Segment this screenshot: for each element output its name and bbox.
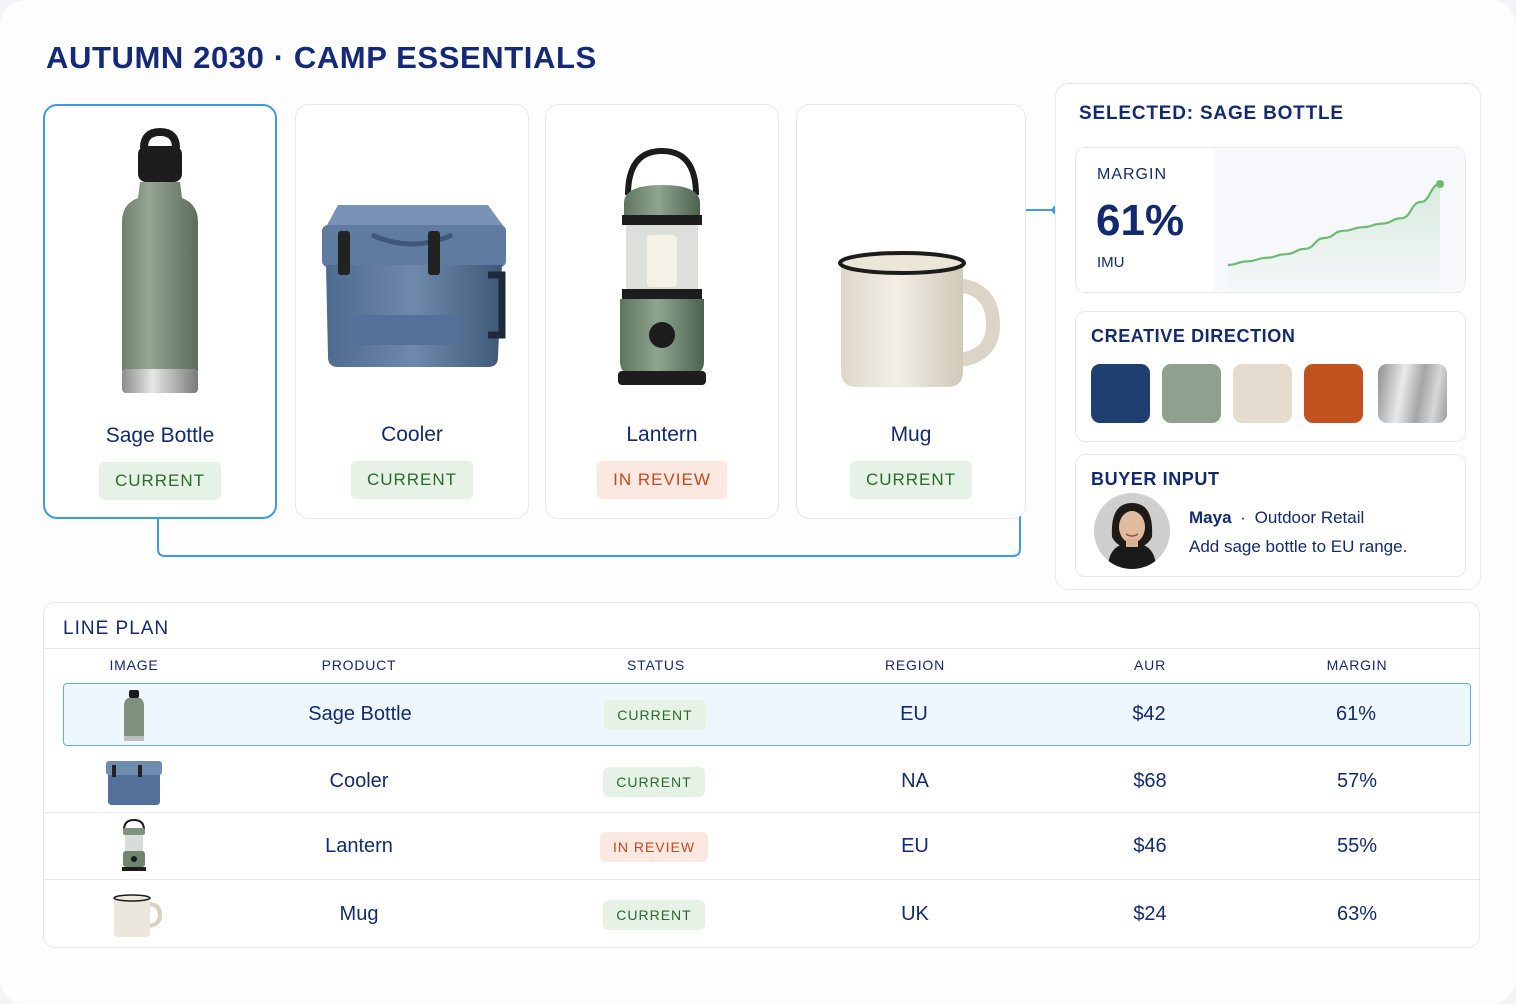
avatar (1094, 493, 1170, 569)
cell-margin: 61% (1335, 703, 1377, 725)
product-name: Lantern (626, 423, 698, 446)
divider (44, 648, 1479, 649)
status-badge: CURRENT (603, 766, 705, 797)
margin-sub-label: IMU (1097, 254, 1125, 271)
status-badge: CURRENT (350, 461, 474, 499)
product-card-sage-bottle[interactable]: Sage Bottle CURRENT (43, 104, 277, 519)
cell-aur: $68 (1133, 770, 1167, 792)
selected-product-panel: SELECTED: SAGE BOTTLE MARGIN 61% IMU CRE… (1055, 83, 1481, 590)
swatch-rust[interactable] (1304, 364, 1363, 423)
buyer-input-card: BUYER INPUT Maya · Outdoor Retail Add sa… (1075, 454, 1466, 577)
margin-value: 61% (1096, 196, 1185, 245)
status-badge: CURRENT (98, 462, 222, 500)
cell-product: Mug (339, 903, 379, 925)
product-name: Cooler (381, 423, 443, 446)
table-row[interactable]: Cooler CURRENT NA $68 57% (44, 748, 1479, 814)
mug-image (797, 125, 1025, 415)
trend-end-point (1436, 180, 1444, 188)
column-header-status[interactable]: STATUS (627, 657, 685, 673)
column-header-aur[interactable]: AUR (1134, 657, 1166, 673)
margin-trend-chart (1214, 148, 1465, 292)
cell-margin: 55% (1336, 835, 1378, 857)
trend-area (1228, 184, 1440, 292)
page-title: AUTUMN 2030 · CAMP ESSENTIALS (46, 40, 597, 75)
separator-dot: · (1240, 508, 1246, 527)
lantern-image (546, 125, 778, 415)
table-row[interactable]: Lantern IN REVIEW EU $46 55% (44, 813, 1479, 879)
status-badge: IN REVIEW (597, 461, 727, 499)
status-badge: CURRENT (603, 899, 705, 930)
cell-region: EU (901, 835, 929, 857)
product-name: Mug (890, 423, 932, 446)
cell-aur: $24 (1133, 903, 1167, 925)
buyer-name-line: Maya · Outdoor Retail (1189, 508, 1364, 528)
creative-direction-card: CREATIVE DIRECTION (1075, 311, 1466, 442)
line-plan-title: LINE PLAN (63, 618, 170, 639)
table-row[interactable]: Mug CURRENT UK $24 63% (44, 881, 1479, 947)
table-row[interactable]: Sage Bottle CURRENT EU $42 61% (63, 683, 1471, 746)
product-name: Sage Bottle (105, 424, 215, 447)
cell-margin: 63% (1336, 903, 1378, 925)
trend-line (1227, 182, 1441, 267)
swatch-steel[interactable] (1378, 364, 1447, 423)
sage-bottle-image (45, 126, 275, 416)
lantern-thumbnail (122, 818, 146, 871)
product-card-mug[interactable]: Mug CURRENT (796, 104, 1026, 519)
cell-region: UK (901, 903, 929, 925)
cell-product: Sage Bottle (308, 703, 412, 725)
column-header-region[interactable]: REGION (884, 657, 946, 673)
mug-thumbnail (113, 894, 163, 937)
cell-product: Cooler (329, 770, 389, 792)
column-header-image[interactable]: IMAGE (109, 657, 159, 673)
creative-title: CREATIVE DIRECTION (1091, 326, 1296, 346)
status-badge: IN REVIEW (599, 831, 709, 862)
margin-label: MARGIN (1097, 166, 1167, 183)
cell-product: Lantern (325, 835, 393, 857)
cell-region: EU (900, 703, 928, 725)
swatch-sand[interactable] (1233, 364, 1292, 423)
divider (44, 812, 1479, 813)
buyer-name: Maya (1189, 508, 1232, 527)
selected-title: SELECTED: SAGE BOTTLE (1079, 103, 1344, 124)
line-plan-table: LINE PLAN IMAGE PRODUCT STATUS REGION AU… (43, 602, 1480, 948)
product-card-cooler[interactable]: Cooler CURRENT (295, 104, 529, 519)
cell-aur: $46 (1133, 835, 1167, 857)
sage-bottle-thumbnail (124, 690, 144, 741)
cell-margin: 57% (1336, 770, 1378, 792)
margin-card: MARGIN 61% IMU (1075, 147, 1466, 293)
buyer-title: BUYER INPUT (1091, 469, 1220, 489)
divider (44, 879, 1479, 880)
status-badge: CURRENT (604, 699, 706, 730)
column-header-margin[interactable]: MARGIN (1326, 657, 1388, 673)
buyer-message: Add sage bottle to EU range. (1189, 537, 1408, 556)
cooler-image (296, 125, 528, 415)
swatch-navy[interactable] (1091, 364, 1150, 423)
status-badge: CURRENT (849, 461, 973, 499)
cell-aur: $42 (1132, 703, 1166, 725)
column-header-product[interactable]: PRODUCT (321, 657, 397, 673)
product-card-lantern[interactable]: Lantern IN REVIEW (545, 104, 779, 519)
swatch-sage[interactable] (1162, 364, 1221, 423)
buyer-org: Outdoor Retail (1254, 508, 1365, 527)
cooler-thumbnail (106, 761, 162, 805)
cell-region: NA (901, 770, 929, 792)
